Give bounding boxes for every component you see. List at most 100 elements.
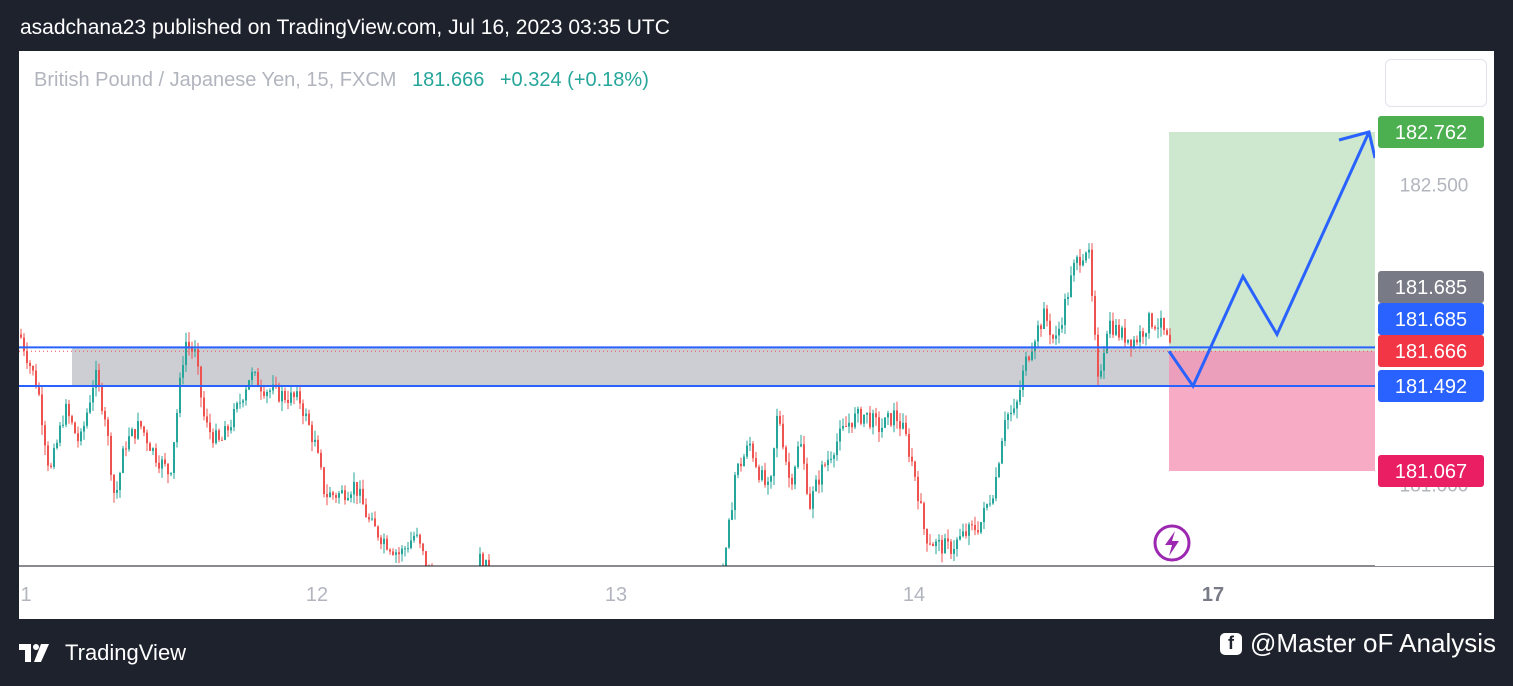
candle-body bbox=[1121, 327, 1123, 338]
candle-body bbox=[899, 421, 901, 429]
price-badge[interactable]: 181.685 bbox=[1378, 271, 1484, 303]
price-badge[interactable]: 181.666 bbox=[1378, 335, 1484, 367]
projection-path[interactable] bbox=[1167, 131, 1371, 390]
candle-body bbox=[500, 581, 502, 584]
candle-body bbox=[482, 553, 484, 566]
candle-body bbox=[812, 491, 814, 509]
candle-body bbox=[437, 579, 439, 588]
price-badge[interactable]: 182.762 bbox=[1378, 116, 1484, 148]
stop-zone[interactable] bbox=[1169, 351, 1375, 471]
candle-body bbox=[269, 390, 271, 392]
candle-body bbox=[473, 577, 475, 587]
candle-body bbox=[299, 391, 301, 404]
candle-body bbox=[761, 470, 763, 480]
indicator-box[interactable] bbox=[1385, 59, 1487, 107]
candle-body bbox=[347, 498, 349, 501]
candle-body bbox=[908, 434, 910, 457]
candle-body bbox=[533, 616, 535, 619]
candle-body bbox=[1157, 327, 1159, 329]
candle-body bbox=[722, 573, 724, 590]
candle-body bbox=[1082, 260, 1084, 266]
candle-body bbox=[824, 464, 826, 466]
price-badge[interactable]: 181.685 bbox=[1378, 303, 1484, 335]
candle-body bbox=[932, 544, 934, 547]
candle-body bbox=[926, 529, 928, 544]
candle-body bbox=[131, 429, 133, 437]
price-change: +0.324 (+0.18%) bbox=[499, 69, 649, 91]
price-badge[interactable]: 181.492 bbox=[1378, 370, 1484, 402]
candle-body bbox=[302, 403, 304, 416]
candle-body bbox=[920, 501, 922, 504]
candle-body bbox=[281, 390, 283, 402]
candle-body bbox=[767, 481, 769, 485]
candle-body bbox=[977, 530, 979, 533]
candle-body bbox=[1052, 334, 1054, 339]
candle-body bbox=[431, 568, 433, 577]
target-zone[interactable] bbox=[1169, 132, 1375, 352]
candle-body bbox=[188, 341, 190, 347]
price-badge-label: 181.685 bbox=[1395, 277, 1467, 299]
candle-body bbox=[467, 590, 469, 596]
candle-body bbox=[32, 366, 34, 371]
candle-body bbox=[83, 425, 85, 432]
candle-body bbox=[986, 504, 988, 508]
candle-body bbox=[68, 403, 70, 417]
candle-body bbox=[479, 553, 481, 566]
candle-body bbox=[26, 351, 28, 363]
candle-body bbox=[194, 349, 196, 352]
candle-body bbox=[326, 494, 328, 498]
candle-body bbox=[80, 431, 82, 442]
author-credit: f @Master oF Analysis bbox=[1219, 628, 1496, 659]
candle-body bbox=[350, 494, 352, 499]
candle-body bbox=[380, 537, 382, 545]
candle-body bbox=[1037, 325, 1039, 342]
x-tick-label: 13 bbox=[605, 584, 627, 606]
price-badge[interactable]: 181.067 bbox=[1378, 455, 1484, 487]
candle-body bbox=[170, 472, 172, 475]
candle-body bbox=[923, 503, 925, 530]
price-badge-label: 181.492 bbox=[1395, 376, 1467, 398]
candle-body bbox=[461, 596, 463, 597]
candle-body bbox=[1079, 256, 1081, 266]
candle-body bbox=[332, 492, 334, 496]
candle-body bbox=[140, 421, 142, 427]
candle-body bbox=[962, 531, 964, 537]
support-zone[interactable] bbox=[72, 347, 1375, 386]
candle-body bbox=[506, 590, 508, 604]
candle-body bbox=[317, 439, 319, 453]
candle-body bbox=[338, 493, 340, 498]
candle-body bbox=[251, 371, 253, 381]
candle-body bbox=[197, 349, 199, 367]
candle-body bbox=[950, 541, 952, 554]
candle-body bbox=[1106, 333, 1108, 354]
candle-body bbox=[284, 390, 286, 400]
candle-body bbox=[719, 590, 721, 594]
candle-body bbox=[53, 448, 55, 467]
candle-body bbox=[221, 439, 223, 441]
candle-body bbox=[1166, 330, 1168, 335]
candle-body bbox=[308, 413, 310, 425]
candle-body bbox=[1064, 299, 1066, 326]
candle-body bbox=[320, 452, 322, 468]
candle-body bbox=[272, 384, 274, 391]
candle-body bbox=[953, 548, 955, 554]
candle-body bbox=[1103, 353, 1105, 371]
lightning-icon[interactable] bbox=[1153, 524, 1191, 562]
candle-body bbox=[20, 334, 22, 338]
candle-body bbox=[365, 504, 367, 518]
candle-body bbox=[167, 463, 169, 475]
tradingview-logo[interactable]: TradingView bbox=[19, 640, 186, 666]
candle-body bbox=[386, 538, 388, 550]
candle-body bbox=[1076, 256, 1078, 263]
candle-body bbox=[164, 459, 166, 464]
candle-body bbox=[848, 422, 850, 427]
candle-body bbox=[773, 448, 775, 477]
candle-body bbox=[1130, 339, 1132, 348]
candle-body bbox=[797, 446, 799, 467]
candle-body bbox=[122, 448, 124, 473]
candle-body bbox=[236, 403, 238, 410]
candle-body bbox=[86, 412, 88, 426]
candle-body bbox=[917, 476, 919, 502]
